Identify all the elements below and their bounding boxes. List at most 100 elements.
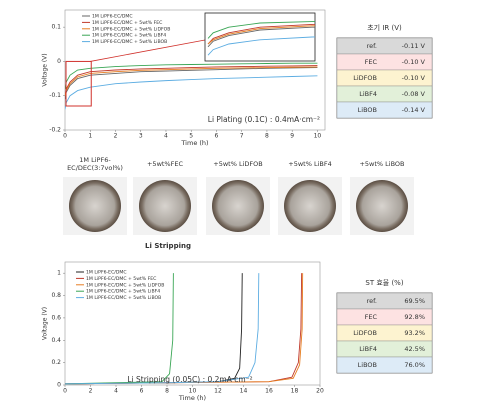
x-tick-label: 4 [114,388,118,395]
x-tick-label: 2 [89,388,93,395]
y-tick-label: 0 [57,382,61,389]
series-line [65,67,318,100]
series-line [207,36,315,56]
row-value: 69.5% [404,297,425,305]
legend-label: 1M LiPF6-EC/DMC + 5wt% LiDFOB [92,26,170,32]
row-name: LiDFOB [353,329,377,337]
row-name: LiBF4 [359,90,377,98]
x-tick-label: 8 [265,133,269,140]
row-name: LiBF4 [359,345,377,353]
series-line [65,75,318,110]
photo-label: EC/DEC(3:7vol%) [67,164,123,172]
series-line [65,273,174,385]
electrode-photo [139,180,191,232]
y-tick-label: 0.8 [51,292,61,299]
x-tick-label: 14 [240,388,248,395]
series-line [207,25,315,45]
electrode-photo [356,180,408,232]
row-value: 93.2% [404,329,425,337]
legend-label: 1M LiPF6-EC/DMC [92,14,133,20]
row-name: ref. [367,297,377,305]
row-name: FEC [365,58,378,66]
y-tick-label: 0.4 [51,337,61,344]
legend-label: 1M LiPF6-EC/DMC + 5wt% FEC [86,276,156,282]
row-value: -0.08 V [402,90,426,98]
row-value: -0.14 V [402,106,426,114]
table-row [336,101,433,119]
x-tick-label: 0 [63,133,67,140]
legend-label: 1M LiPF6-EC/DMC + 5wt% LiDFOB [86,282,164,288]
y-tick-label: 0.2 [51,359,61,366]
zoom-arrow [90,39,206,62]
y-axis-label: Voltage (V) [42,307,49,340]
row-name: LiDFOB [353,74,377,82]
annotation: Li Stripping (0.05C) : 0.2mA·cm⁻² [127,375,252,384]
x-tick-label: 6 [215,133,219,140]
legend-label: 1M LiPF6-EC/DMC + 5wt% LiBF4 [86,289,160,295]
row-value: 92.8% [404,313,425,321]
row-value: 42.5% [404,345,425,353]
y-tick-label: 0.1 [51,24,61,31]
y-tick-label: 1 [57,270,61,277]
x-tick-label: 20 [316,388,324,395]
series-line [65,62,318,89]
x-tick-label: 9 [290,133,294,140]
x-tick-label: 6 [140,388,144,395]
plot-lines [65,62,318,110]
legend-label: 1M LiPF6-EC/DMC + 5wt% LiBOB [92,39,167,45]
plot-lines [65,273,304,385]
photo-label: +5wt%FEC [147,160,183,168]
zoom-box [65,60,92,107]
x-tick-label: 16 [265,388,273,395]
x-tick-label: 12 [214,388,222,395]
legend-label: 1M LiPF6-EC/DMC + 5wt% FEC [92,20,162,26]
photo-label: 1M LiPF6- [79,156,111,164]
photo-label: +5wt% LiBOB [359,160,404,168]
x-tick-label: 0 [63,388,67,395]
table-title: 초기 IR (V) [367,23,402,32]
electrode-photo [284,180,336,232]
series-line [207,23,315,45]
row-name: ref. [367,42,377,50]
legend-label: 1M LiPF6-EC/DMC + 5wt% LiBOB [86,295,161,301]
x-tick-label: 5 [189,133,193,140]
x-tick-label: 10 [189,388,197,395]
photo-label: +5wt% LiBF4 [288,160,331,168]
section-title: Li Stripping [145,242,191,250]
x-tick-label: 18 [291,388,299,395]
electrode-photo [212,180,264,232]
series-line [65,273,260,385]
y-tick-label: 0 [57,58,61,65]
series-line [207,26,315,48]
electrode-photo [69,180,121,232]
legend-label: 1M LiPF6-EC/DMC [86,270,127,276]
table-title: ST 효율 (%) [365,279,403,287]
x-axis-label: Time (h) [180,139,208,147]
series-line [65,66,318,96]
row-value: 76.0% [404,361,425,369]
x-tick-label: 1 [88,133,92,140]
row-name: FEC [365,313,378,321]
x-axis-label: Time (h) [178,394,206,402]
series-line [207,21,315,39]
y-tick-label: -0.2 [49,127,61,134]
x-tick-label: 10 [314,133,322,140]
legend-label: 1M LiPF6-EC/DMC + 5wt% LiBF4 [92,33,166,39]
series-line [65,65,318,96]
x-tick-label: 7 [240,133,244,140]
x-tick-label: 3 [139,133,143,140]
x-tick-label: 8 [165,388,169,395]
photo-label: +5wt% LiDFOB [213,160,262,168]
y-axis-label: Voltage (V) [42,53,49,86]
row-name: LiBOB [358,361,377,369]
annotation: Li Plating (0.1C) : 0.4mA·cm⁻² [208,115,320,124]
plot-frame [64,9,326,131]
inset-lines [207,21,315,56]
row-value: -0.11 V [402,42,426,50]
x-tick-label: 2 [114,133,118,140]
row-value: -0.10 V [402,58,426,66]
table-row [336,356,433,374]
x-tick-label: 4 [164,133,168,140]
row-name: LiBOB [358,106,377,114]
